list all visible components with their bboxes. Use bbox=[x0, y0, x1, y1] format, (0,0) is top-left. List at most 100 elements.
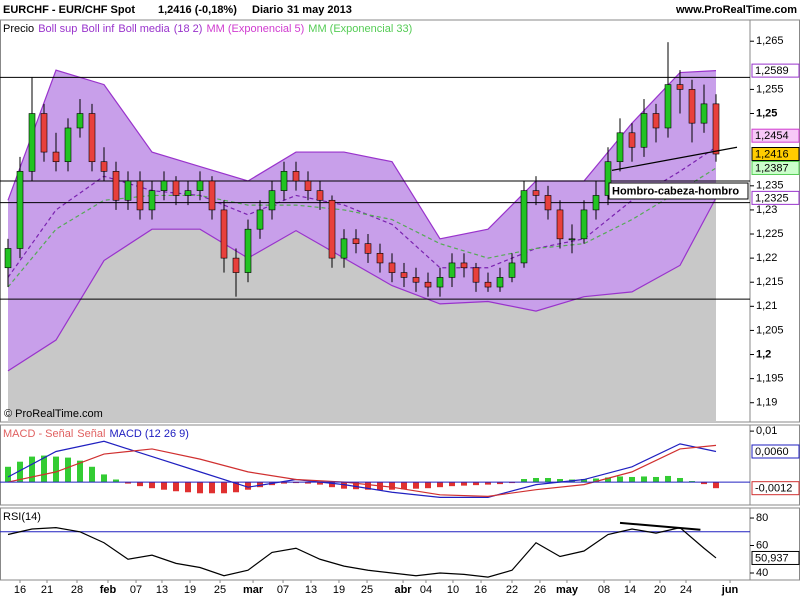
candle-body bbox=[688, 89, 696, 124]
histogram-bar bbox=[113, 479, 120, 483]
histogram-bar bbox=[581, 479, 588, 483]
histogram-bar bbox=[89, 466, 96, 483]
histogram-bar bbox=[137, 482, 144, 487]
x-tick-label: feb bbox=[100, 584, 117, 596]
x-tick-label: 28 bbox=[71, 584, 83, 596]
candle-body bbox=[400, 272, 408, 278]
histogram-bar bbox=[665, 475, 672, 483]
y-tick-label: 1,25 bbox=[756, 107, 777, 119]
indicator-line bbox=[7, 526, 717, 578]
legend: RSI(14) bbox=[3, 511, 41, 523]
annotation-box bbox=[608, 182, 749, 200]
histogram-bar bbox=[65, 457, 72, 483]
x-tick-label: may bbox=[556, 584, 579, 596]
candle-body bbox=[100, 161, 108, 172]
histogram-bar bbox=[185, 482, 192, 493]
value-box-label: 1,2589 bbox=[755, 65, 789, 77]
candle-body bbox=[664, 84, 672, 129]
y-tick-label: 1,19 bbox=[756, 397, 777, 409]
histogram-bar bbox=[593, 478, 600, 483]
value-box bbox=[751, 63, 800, 78]
histogram-bar bbox=[173, 482, 180, 492]
y-tick-label: 1,265 bbox=[756, 35, 784, 47]
candle-body bbox=[196, 180, 204, 191]
histogram-bar bbox=[689, 481, 696, 483]
legend-item: MM (Exponencial 5) bbox=[206, 23, 304, 35]
candle-body bbox=[544, 195, 552, 211]
y-tick-label: 1,225 bbox=[756, 228, 784, 240]
histogram-bar bbox=[341, 482, 348, 489]
candle-body bbox=[568, 238, 576, 241]
histogram-bar bbox=[41, 455, 48, 483]
x-tick-label: 26 bbox=[534, 584, 546, 596]
candle-body bbox=[424, 281, 432, 288]
histogram-bar bbox=[425, 482, 432, 489]
candle-body bbox=[580, 209, 588, 240]
histogram-bar bbox=[221, 482, 228, 494]
candle-body bbox=[124, 180, 132, 201]
y-tick-label: 1,215 bbox=[756, 276, 784, 288]
candle-body bbox=[268, 190, 276, 211]
histogram-bar bbox=[413, 482, 420, 489]
trendline bbox=[619, 521, 701, 531]
candle-body bbox=[448, 262, 456, 278]
candle-body bbox=[592, 195, 600, 211]
histogram-bar bbox=[557, 479, 564, 483]
histogram-bar bbox=[389, 482, 396, 490]
copyright: © ProRealTime.com bbox=[4, 408, 103, 420]
candle-body bbox=[256, 209, 264, 230]
histogram-bar bbox=[449, 482, 456, 487]
x-tick-label: 08 bbox=[598, 584, 610, 596]
legend: Precio Boll sup Boll inf Boll media (18 2) MM… bbox=[3, 23, 412, 35]
histogram-bar bbox=[641, 476, 648, 483]
histogram-bar bbox=[245, 482, 252, 490]
histogram-bar bbox=[293, 482, 300, 484]
candle-body bbox=[556, 209, 564, 240]
band-fill bbox=[8, 70, 717, 371]
candle-body bbox=[292, 171, 300, 182]
y-tick-label: 0,01 bbox=[756, 425, 777, 437]
y-tick-label: 1,235 bbox=[756, 180, 784, 192]
x-tick-label: 14 bbox=[624, 584, 636, 596]
x-tick-label: abr bbox=[394, 584, 412, 596]
legend-item: MM (Exponencial 33) bbox=[308, 23, 412, 35]
candle-body bbox=[280, 171, 288, 191]
histogram-bar bbox=[353, 482, 360, 490]
candle-body bbox=[148, 190, 156, 211]
x-tick-label: 13 bbox=[156, 584, 168, 596]
histogram-bar bbox=[317, 482, 324, 485]
y-tick-label: 1,22 bbox=[756, 252, 777, 264]
candle-body bbox=[172, 180, 180, 196]
x-tick-label: 24 bbox=[680, 584, 692, 596]
histogram-bar bbox=[149, 482, 156, 489]
value-box-label: 1,2454 bbox=[755, 130, 789, 142]
indicator-line bbox=[7, 444, 717, 497]
plot-area bbox=[0, 526, 750, 578]
lower-shade bbox=[8, 197, 717, 422]
x-tick-label: 07 bbox=[277, 584, 289, 596]
candle-body bbox=[472, 267, 480, 283]
value-box bbox=[751, 160, 800, 175]
indicator-line bbox=[7, 440, 717, 498]
candle-body bbox=[232, 257, 240, 273]
candle-body bbox=[604, 161, 612, 196]
candle-body bbox=[640, 113, 648, 148]
candle-body bbox=[520, 190, 528, 264]
site: www.ProRealTime.com bbox=[675, 4, 797, 16]
value-box-label: 0,0060 bbox=[755, 446, 789, 458]
candle-body bbox=[340, 238, 348, 259]
x-tick-label: 04 bbox=[420, 584, 432, 596]
histogram-bar bbox=[545, 477, 552, 483]
histogram-bar bbox=[629, 476, 636, 483]
histogram-bar bbox=[77, 460, 84, 483]
histogram-bar bbox=[485, 482, 492, 485]
candle-body bbox=[16, 171, 24, 249]
value-box-label: 1,2325 bbox=[755, 192, 789, 204]
candle-body bbox=[220, 209, 228, 259]
value-box bbox=[751, 550, 800, 565]
legend-item: Boll media bbox=[118, 23, 170, 35]
value-box bbox=[751, 190, 800, 205]
histogram-bar bbox=[509, 482, 516, 484]
candle-body bbox=[40, 113, 48, 153]
candle-body bbox=[304, 180, 312, 191]
